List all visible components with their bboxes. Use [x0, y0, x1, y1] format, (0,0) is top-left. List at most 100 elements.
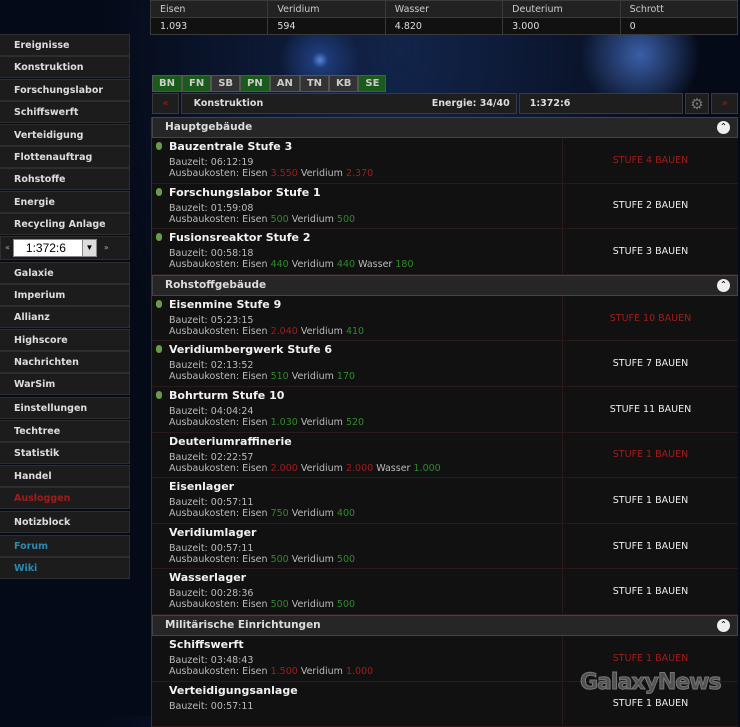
build-button[interactable]: STUFE 4 BAUEN — [612, 154, 689, 166]
build-button[interactable]: STUFE 1 BAUEN — [612, 698, 689, 710]
sidebar-item[interactable]: Recycling Anlage — [0, 213, 130, 236]
cost-resource: Veridium — [300, 462, 343, 474]
forum-link[interactable]: Forum — [0, 535, 130, 558]
sidebar-item[interactable]: WarSim — [0, 373, 130, 396]
sidebar-item[interactable]: Schiffswerft — [0, 101, 130, 124]
build-button[interactable]: STUFE 7 BAUEN — [612, 358, 689, 370]
sidebar-item[interactable]: Galaxie — [0, 261, 130, 284]
collapse-icon[interactable]: ⌃ — [717, 618, 730, 632]
tab-fn[interactable]: FN — [182, 75, 212, 92]
tab-pn[interactable]: PN — [240, 75, 270, 92]
built-indicator-icon — [156, 299, 162, 308]
build-button[interactable]: STUFE 1 BAUEN — [612, 449, 689, 461]
build-time: Bauzeit: 02:13:52 — [169, 360, 562, 371]
sidebar-item[interactable]: Ereignisse — [0, 34, 130, 56]
cost-resource: Eisen — [242, 462, 268, 474]
tab-sb[interactable]: SB — [211, 75, 241, 92]
build-button[interactable]: STUFE 1 BAUEN — [612, 494, 689, 506]
tab-se[interactable]: SE — [358, 75, 387, 92]
cost-value: 3.550 — [270, 168, 298, 179]
build-time: Bauzeit: 00:57:11 — [169, 543, 562, 554]
costs-label: Ausbaukosten: — [169, 665, 240, 677]
sidebar-item[interactable]: Nachrichten — [0, 351, 130, 374]
build-time-value: 01:59:08 — [210, 202, 254, 214]
build-button[interactable]: STUFE 11 BAUEN — [609, 403, 692, 415]
build-button[interactable]: STUFE 10 BAUEN — [609, 312, 692, 324]
building-row: Bohrturm Stufe 10 Bauzeit: 04:04:24 Ausbau… — [152, 386, 738, 433]
sidebar-item[interactable]: Handel — [0, 464, 130, 487]
sidebar-nav: Ereignisse Konstruktion Forschungslabor Sch… — [0, 34, 130, 580]
collapse-icon[interactable]: ⌃ — [717, 121, 730, 134]
cost-value: 2.370 — [345, 168, 374, 179]
sidebar-item[interactable]: Verteidigung — [0, 123, 130, 146]
chevron-down-icon[interactable]: ▼ — [81, 239, 96, 256]
next-planet-link[interactable]: » — [103, 243, 109, 253]
tab-an[interactable]: AN — [269, 75, 300, 92]
building-info: Veridiumlager Bauzeit: 00:57:11 Ausbaukost… — [152, 523, 563, 569]
sidebar-item[interactable]: Allianz — [0, 306, 130, 329]
cost-resource: Veridium — [300, 416, 343, 428]
build-time-value: 00:58:18 — [210, 248, 254, 260]
build-button[interactable]: STUFE 1 BAUEN — [612, 652, 689, 664]
resource-header: Eisen — [149, 0, 269, 18]
resource-header: Veridium — [267, 0, 386, 18]
coords-display: 1:372:6 — [518, 93, 683, 114]
build-costs: Ausbaukosten: Eisen 2.000 Veridium 2.000… — [169, 463, 562, 474]
build-button[interactable]: STUFE 3 BAUEN — [612, 245, 689, 257]
notes-link[interactable]: Notizblock — [0, 511, 130, 534]
build-time: Bauzeit: 01:59:08 — [169, 203, 562, 214]
cost-value: 750 — [270, 508, 289, 520]
collapse-icon[interactable]: ⌃ — [717, 278, 730, 292]
section-header[interactable]: Hauptgebäude ⌃ — [152, 117, 738, 138]
building-name: Eisenlager — [169, 480, 235, 494]
toolbar: « Konstruktion Energie: 34/40 1:372:6 ⚙ … — [152, 93, 738, 114]
build-button[interactable]: STUFE 1 BAUEN — [612, 540, 689, 552]
next-planet-button[interactable]: » — [711, 93, 738, 114]
gear-icon: ⚙ — [690, 94, 704, 113]
planet-select[interactable]: 1:372:6 ▼ — [12, 238, 97, 257]
cost-value: 500 — [336, 599, 356, 611]
build-button[interactable]: STUFE 1 BAUEN — [612, 586, 689, 598]
tab-kb[interactable]: KB — [329, 75, 359, 92]
building-row: Forschungslabor Stufe 1 Bauzeit: 01:59:08… — [152, 183, 738, 230]
sidebar-item[interactable]: Flottenauftrag — [0, 145, 130, 168]
prev-planet-button[interactable]: « — [152, 93, 179, 114]
resource-table: Eisen Veridium Wasser Deuterium Schrott 1.093… — [149, 0, 739, 35]
tab-bn[interactable]: BN — [152, 75, 182, 92]
sidebar-item[interactable]: Energie — [0, 190, 130, 213]
cost-resource: Eisen — [242, 665, 268, 677]
building-info: Bauzentrale Stufe 3 Bauzeit: 06:12:19 Ausb… — [152, 138, 563, 183]
cost-value: 500 — [270, 599, 289, 611]
wiki-link[interactable]: Wiki — [0, 557, 130, 580]
building-info: Forschungslabor Stufe 1 Bauzeit: 01:59:08… — [152, 183, 563, 229]
sidebar-item[interactable]: Konstruktion — [0, 56, 130, 79]
build-time-label: Bauzeit: — [169, 588, 208, 600]
build-costs: Ausbaukosten: Eisen 750 Veridium 400 — [169, 508, 562, 519]
building-name: Bauzentrale Stufe 3 — [169, 140, 293, 153]
built-indicator-icon — [156, 390, 162, 399]
build-button[interactable]: STUFE 2 BAUEN — [612, 200, 689, 212]
cost-value: 2.040 — [270, 325, 298, 337]
sidebar-item[interactable]: Statistik — [0, 442, 130, 465]
sidebar-item[interactable]: Highscore — [0, 328, 130, 351]
sidebar-item[interactable]: Forschungslabor — [0, 78, 130, 101]
sidebar-item[interactable]: Einstellungen — [0, 397, 130, 420]
cost-resource: Veridium — [291, 508, 334, 520]
cost-value: 1.500 — [270, 665, 298, 677]
section-title: Rohstoffgebäude — [165, 278, 267, 291]
cost-value: 500 — [336, 213, 356, 225]
sidebar-item[interactable]: Imperium — [0, 283, 130, 306]
settings-button[interactable]: ⚙ — [684, 93, 710, 114]
tab-tn[interactable]: TN — [299, 75, 330, 92]
logout-link[interactable]: Ausloggen — [0, 487, 130, 510]
build-time: Bauzeit: 02:22:57 — [169, 452, 562, 463]
resource-value: 4.820 — [384, 17, 504, 35]
build-costs: Ausbaukosten: Eisen 500 Veridium 500 — [169, 599, 562, 610]
cost-resource: Veridium — [291, 259, 334, 271]
section-header[interactable]: Militärische Einrichtungen ⌃ — [152, 614, 738, 636]
sidebar-item[interactable]: Rohstoffe — [0, 168, 130, 191]
cost-resource: Eisen — [242, 553, 268, 565]
sidebar-item[interactable]: Techtree — [0, 419, 130, 442]
section-header[interactable]: Rohstoffgebäude ⌃ — [152, 274, 738, 296]
prev-planet-link[interactable]: « — [5, 243, 10, 253]
